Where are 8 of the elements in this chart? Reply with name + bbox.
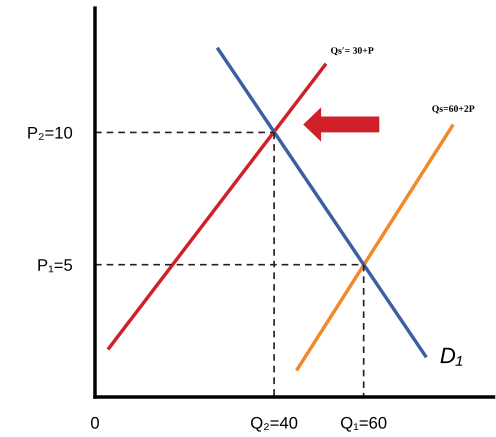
x-tick-label: Q₂=40	[251, 416, 298, 432]
series-label: Qs′= 30+P	[331, 47, 374, 56]
x-tick-label: Q₁=60	[341, 416, 386, 432]
x-tick-label: 0	[91, 416, 99, 429]
series-label: Qs=60+2P	[432, 105, 474, 114]
series-label: D₁	[440, 348, 462, 366]
y-tick-label: P₂=10	[28, 126, 72, 140]
y-tick-label: P₁=5	[38, 259, 72, 272]
